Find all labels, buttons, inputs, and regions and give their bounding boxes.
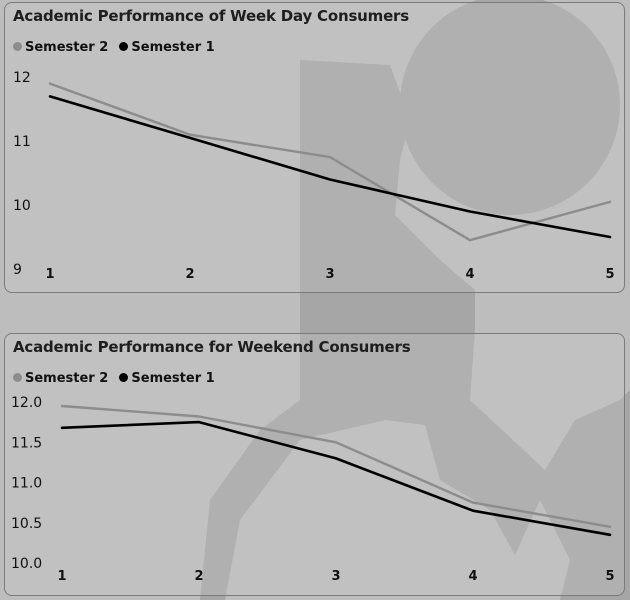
legend-label: Semester 1 bbox=[131, 371, 215, 386]
legend-marker-icon bbox=[119, 42, 129, 51]
y-tick-label: 10.0 bbox=[11, 556, 42, 572]
y-tick-label: 11.5 bbox=[11, 435, 42, 451]
chart-panel-weekday: Academic Performance of Week Day Consume… bbox=[4, 2, 625, 293]
chart-legend: Semester 2 Semester 1 bbox=[13, 367, 221, 386]
x-tick-label: 4 bbox=[468, 569, 477, 584]
y-tick-label: 12 bbox=[13, 70, 31, 86]
legend-marker-icon bbox=[13, 373, 22, 382]
legend-item-semester-1[interactable]: Semester 1 bbox=[119, 371, 215, 386]
x-tick-label: 1 bbox=[57, 569, 66, 584]
legend-item-semester-2[interactable]: Semester 2 bbox=[13, 371, 108, 386]
line-chart-weekend: 10.0 10.5 11.0 11.5 12.0 1 2 3 4 5 bbox=[11, 395, 615, 584]
legend-label: Semester 2 bbox=[25, 371, 109, 386]
legend-label: Semester 1 bbox=[131, 40, 215, 55]
x-tick-label: 5 bbox=[605, 267, 614, 282]
chart-panel-weekend: Academic Performance for Weekend Consume… bbox=[4, 333, 625, 596]
legend-marker-icon bbox=[13, 42, 22, 51]
y-tick-label: 11.0 bbox=[11, 476, 42, 492]
x-tick-label: 2 bbox=[185, 267, 194, 282]
x-tick-label: 1 bbox=[45, 267, 54, 282]
legend-label: Semester 2 bbox=[25, 40, 109, 55]
series-line-semester-2[interactable] bbox=[60, 404, 612, 529]
y-tick-label: 10.5 bbox=[11, 516, 42, 532]
legend-marker-icon bbox=[119, 373, 129, 382]
legend-item-semester-1[interactable]: Semester 1 bbox=[119, 40, 215, 55]
y-tick-label: 11 bbox=[13, 134, 31, 150]
x-tick-label: 2 bbox=[194, 569, 203, 584]
chart-legend: Semester 2 Semester 1 bbox=[13, 36, 221, 55]
x-tick-label: 3 bbox=[325, 267, 334, 282]
x-tick-label: 5 bbox=[605, 569, 614, 584]
chart-title: Academic Performance of Week Day Consume… bbox=[13, 7, 409, 25]
x-tick-label: 3 bbox=[331, 569, 340, 584]
x-tick-label: 4 bbox=[465, 267, 474, 282]
series-line-semester-1[interactable] bbox=[60, 420, 612, 537]
chart-title: Academic Performance for Weekend Consume… bbox=[13, 338, 411, 356]
series-line-semester-1[interactable] bbox=[48, 95, 612, 239]
y-tick-label: 9 bbox=[13, 262, 22, 278]
y-tick-label: 10 bbox=[13, 198, 31, 214]
legend-item-semester-2[interactable]: Semester 2 bbox=[13, 40, 108, 55]
series-line-semester-2[interactable] bbox=[48, 82, 612, 242]
y-tick-label: 12.0 bbox=[11, 395, 42, 411]
